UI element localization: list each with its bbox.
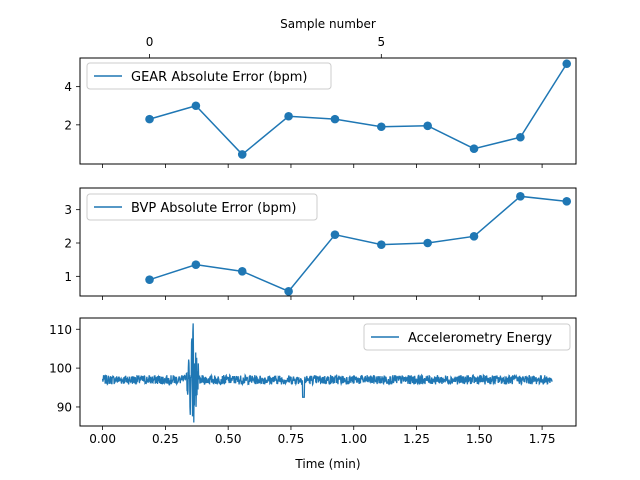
data-point-3 (284, 287, 293, 296)
bvp-legend: BVP Absolute Error (bpm) (86, 193, 318, 221)
data-point-2 (237, 267, 247, 276)
top-x-tick-label: 5 (377, 35, 385, 49)
x-tick-label: 0.00 (89, 432, 116, 446)
data-point-5 (377, 122, 386, 132)
accel-ticks: 90 100 110 0.00 0.25 0.50 0.75 1.00 1.25 1.50 1.75 (49, 323, 555, 446)
panel-bvp: 1 2 3 BVP Absolute Error (bpm) (64, 187, 577, 300)
data-point-4 (330, 230, 340, 239)
y-tick-label: 100 (49, 362, 72, 376)
data-point-7 (469, 232, 479, 241)
y-tick-label: 90 (57, 400, 72, 414)
data-point-0 (145, 275, 154, 284)
gear-legend-box (86, 62, 332, 90)
data-point-7 (469, 144, 479, 154)
series-line (149, 63, 568, 156)
gear-legend-label: GEAR Absolute Error (bpm) (131, 70, 307, 85)
bvp-legend-box (86, 193, 318, 221)
panel-gear: 2 4 0 5 Sample number GEAR Absolute Error (… (64, 17, 577, 168)
data-point-9 (562, 197, 572, 206)
x-tick-label: 0.75 (278, 432, 305, 446)
accel-series (101, 323, 553, 423)
accel-legend: Accelerometry Energy (363, 323, 571, 351)
x-tick-label: 1.75 (529, 432, 556, 446)
x-tick-label: 1.25 (403, 432, 430, 446)
bvp-axes-frame (79, 187, 577, 297)
data-point-6 (423, 238, 432, 248)
accel-line (101, 323, 553, 423)
gear-axes-frame (79, 57, 577, 165)
series-line (149, 195, 567, 293)
y-tick-label: 2 (64, 118, 72, 132)
data-point-1 (191, 101, 201, 111)
x-tick-label: 0.50 (215, 432, 242, 446)
y-tick-label: 110 (49, 323, 72, 337)
data-point-9 (562, 59, 572, 69)
bvp-ticks: 1 2 3 (64, 203, 543, 300)
data-point-4 (330, 114, 340, 124)
gear-series (145, 59, 572, 159)
accel-axes-frame (79, 317, 577, 427)
accel-legend-box (363, 323, 571, 351)
x-axis-label: Time (min) (294, 457, 360, 471)
top-x-tick-label: 0 (146, 35, 154, 49)
gear-legend: GEAR Absolute Error (bpm) (86, 62, 332, 90)
data-point-6 (423, 121, 432, 131)
data-point-2 (237, 150, 247, 159)
y-tick-label: 3 (64, 203, 72, 217)
data-point-8 (516, 132, 525, 142)
data-point-1 (191, 260, 201, 269)
y-tick-label: 1 (64, 270, 72, 284)
data-point-5 (377, 240, 386, 249)
accel-legend-label: Accelerometry Energy (408, 331, 552, 346)
bvp-series (145, 192, 572, 296)
x-tick-label: 1.00 (340, 432, 367, 446)
bvp-legend-label: BVP Absolute Error (bpm) (131, 201, 296, 216)
x-tick-label: 0.25 (152, 432, 179, 446)
y-tick-label: 2 (64, 237, 72, 251)
y-tick-label: 4 (64, 80, 72, 94)
top-x-axis-label: Sample number (280, 17, 376, 31)
data-point-3 (284, 111, 293, 121)
x-tick-label: 1.50 (466, 432, 493, 446)
panel-accel: 90 100 110 0.00 0.25 0.50 0.75 1.00 1.25 1.50 1.75… (49, 317, 577, 471)
data-point-8 (516, 192, 525, 201)
gear-ticks: 2 4 0 5 (64, 35, 543, 168)
data-point-0 (145, 114, 154, 124)
